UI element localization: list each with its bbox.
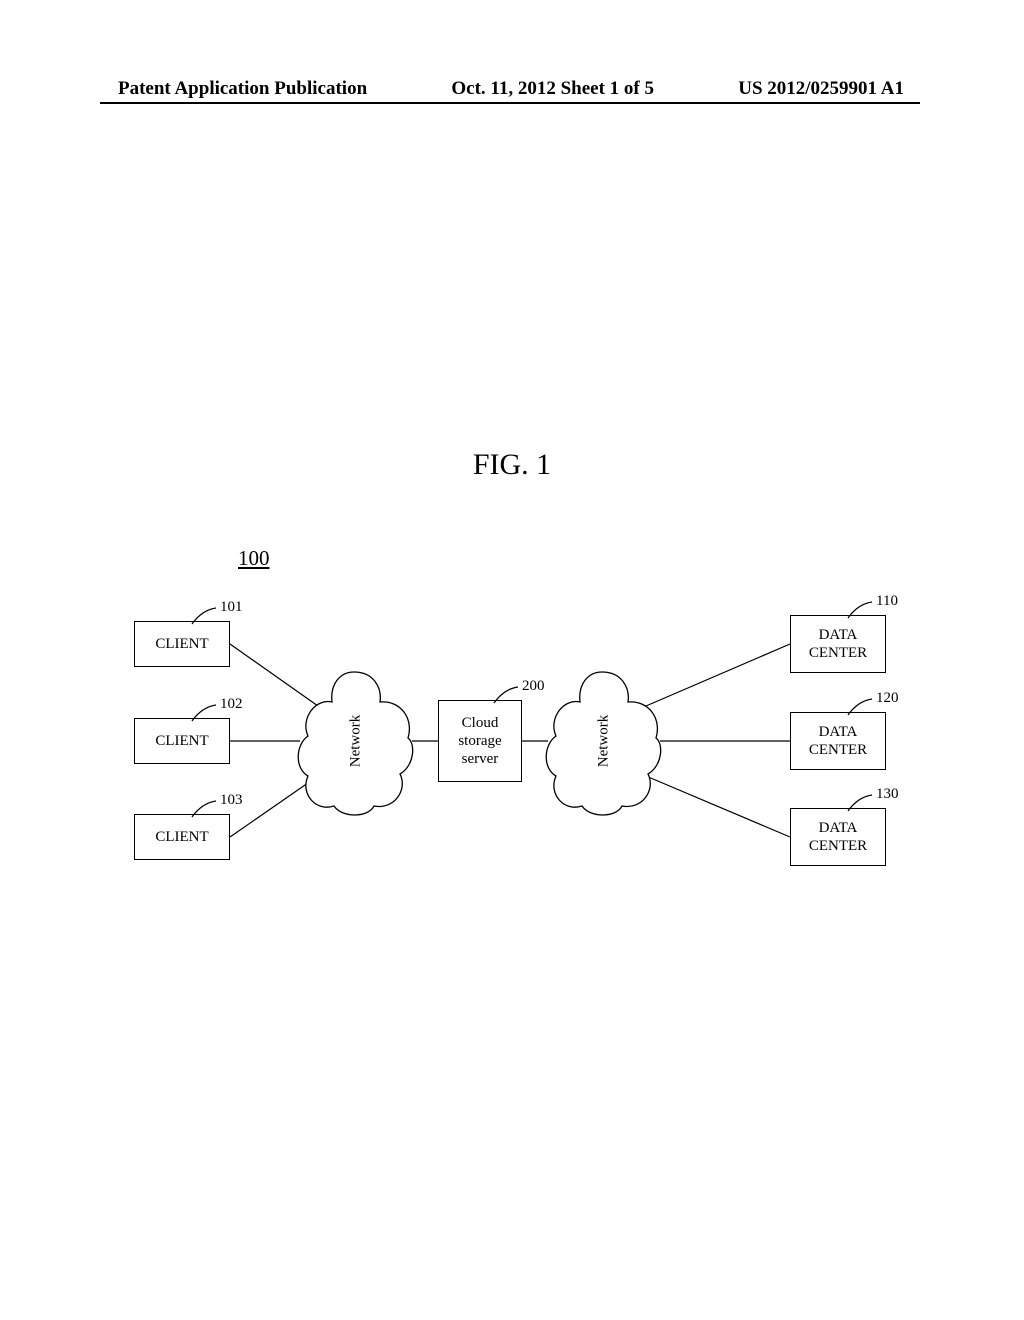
ref-103: 103 [220, 792, 243, 809]
server-label: Cloud storage server [458, 714, 501, 768]
ref-102: 102 [220, 696, 243, 713]
ref-103-leader [192, 801, 216, 817]
client-3-label: CLIENT [155, 828, 208, 846]
ref-102-leader [192, 705, 216, 721]
ref-130-leader [848, 795, 872, 811]
network-right-label: Network [596, 715, 613, 768]
network-left-label: Network [348, 715, 365, 768]
system-ref-number: 100 [238, 546, 270, 571]
ref-110: 110 [876, 593, 898, 610]
dc-3-label: DATA CENTER [809, 819, 867, 855]
client-2-box: CLIENT [134, 718, 230, 764]
data-center-2-box: DATA CENTER [790, 712, 886, 770]
header-left: Patent Application Publication [118, 78, 367, 100]
network-cloud-right: Network [544, 666, 664, 816]
ref-101-leader [192, 608, 216, 624]
network-cloud-left: Network [296, 666, 416, 816]
client-1-box: CLIENT [134, 621, 230, 667]
ref-200: 200 [522, 678, 545, 695]
figure-1-diagram: CLIENT CLIENT CLIENT Network Cloud stora… [128, 596, 892, 882]
data-center-1-box: DATA CENTER [790, 615, 886, 673]
dc-1-label: DATA CENTER [809, 626, 867, 662]
ref-120-leader [848, 699, 872, 715]
client-3-box: CLIENT [134, 814, 230, 860]
client-2-label: CLIENT [155, 732, 208, 750]
header-right: US 2012/0259901 A1 [738, 78, 904, 100]
ref-120: 120 [876, 690, 899, 707]
ref-130: 130 [876, 786, 899, 803]
cloud-storage-server-box: Cloud storage server [438, 700, 522, 782]
header-center: Oct. 11, 2012 Sheet 1 of 5 [451, 78, 654, 100]
data-center-3-box: DATA CENTER [790, 808, 886, 866]
figure-title: FIG. 1 [0, 448, 1024, 482]
page-header: Patent Application Publication Oct. 11, … [0, 78, 1024, 100]
header-rule [100, 102, 920, 104]
ref-200-leader [494, 687, 518, 703]
ref-110-leader [848, 602, 872, 618]
ref-101: 101 [220, 599, 243, 616]
dc-2-label: DATA CENTER [809, 723, 867, 759]
client-1-label: CLIENT [155, 635, 208, 653]
